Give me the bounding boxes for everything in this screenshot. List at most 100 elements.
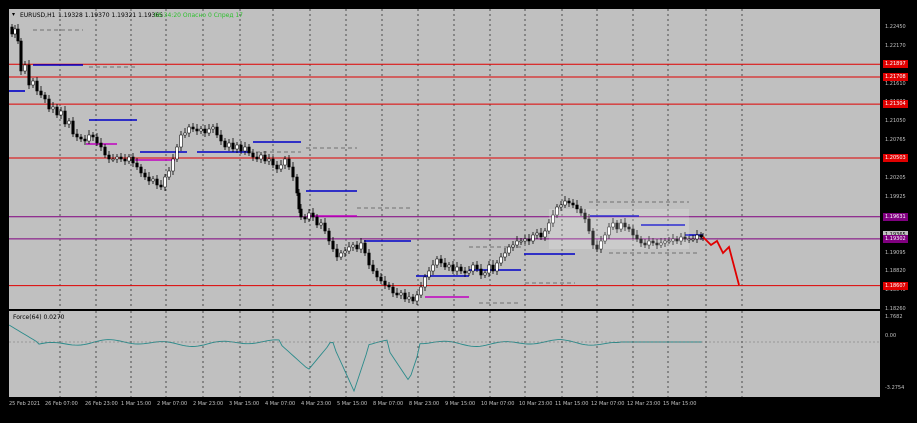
force-index-line xyxy=(9,324,702,393)
candle-body xyxy=(631,228,635,236)
candle-body xyxy=(379,276,383,282)
ohlc-values: 1.19328 1.19370 1.19321 1.19365 xyxy=(58,12,163,19)
candle-body xyxy=(599,240,603,250)
candle-body xyxy=(659,242,663,246)
candle-body xyxy=(555,206,559,216)
candle-body xyxy=(463,270,467,274)
candle-body xyxy=(297,192,301,210)
candle-body xyxy=(539,232,543,238)
candle-body xyxy=(215,126,219,136)
candle-body xyxy=(435,258,439,266)
chart-dropdown-icon[interactable]: ▾ xyxy=(12,11,16,18)
indicator-svg[interactable] xyxy=(9,311,880,397)
candle-body xyxy=(195,128,199,132)
price-axis[interactable]: 1.224501.221701.218901.216101.213301.210… xyxy=(881,9,917,397)
candle-body xyxy=(243,146,247,152)
candle-body xyxy=(395,292,399,296)
candle-body xyxy=(479,268,483,276)
candle-body xyxy=(407,296,411,300)
candle-body xyxy=(399,292,403,296)
time-tick-label: 11 Mar 15:00 xyxy=(555,401,589,407)
price-chart-area[interactable]: ▾ EURUSD,H1 1.19328 1.19370 1.19321 1.19… xyxy=(9,9,880,309)
candle-body xyxy=(543,230,547,238)
time-axis[interactable]: 25 Feb 2021 26 Feb 07:00 26 Feb 23:00 1 Mar… xyxy=(9,397,880,413)
candle-body xyxy=(123,158,127,162)
candle-body xyxy=(315,216,319,226)
price-level-tag: 1.19365 xyxy=(883,230,908,239)
candle-body xyxy=(583,212,587,220)
time-tick-label: 26 Feb 07:00 xyxy=(45,401,78,407)
candle-body xyxy=(439,258,443,264)
candle-body xyxy=(47,98,51,110)
candle-body xyxy=(535,232,539,236)
candle-body xyxy=(671,238,675,242)
candle-body xyxy=(303,216,307,220)
candle-body xyxy=(695,234,699,240)
candle-body xyxy=(79,136,83,140)
highlight-zone xyxy=(549,209,689,249)
candle-body xyxy=(687,238,691,241)
candle-body xyxy=(331,240,335,250)
indicator-subwindow[interactable]: Force(64) 0.0270 xyxy=(9,311,880,397)
candle-body xyxy=(595,244,599,250)
price-level-tag: 1.19302 xyxy=(883,234,908,243)
candle-body xyxy=(139,166,143,174)
time-tick-label: 8 Mar 07:00 xyxy=(373,401,404,407)
candle-body xyxy=(639,238,643,244)
candle-body xyxy=(375,270,379,278)
candle-body xyxy=(679,236,683,242)
candle-body xyxy=(515,240,519,246)
candle-body xyxy=(575,204,579,210)
candle-body xyxy=(615,222,619,230)
candle-body xyxy=(507,246,511,254)
candle-body xyxy=(83,138,87,142)
candle-body xyxy=(207,128,211,134)
candle-body xyxy=(239,144,243,152)
price-chart-svg[interactable] xyxy=(9,9,880,309)
candle-body xyxy=(643,242,647,246)
candle-body xyxy=(59,110,63,116)
candle-body xyxy=(579,208,583,214)
candle-body xyxy=(619,222,623,230)
candle-body xyxy=(459,266,463,272)
candle-body xyxy=(63,110,67,125)
candle-body xyxy=(183,132,187,136)
candle-body xyxy=(343,250,347,254)
candle-body xyxy=(495,262,499,272)
time-tick-label: 4 Mar 23:00 xyxy=(301,401,332,407)
candle-body xyxy=(299,208,303,218)
candle-body xyxy=(363,242,367,254)
candle-body xyxy=(447,264,451,268)
candle-body xyxy=(547,222,551,232)
price-tick-label: 1.19925 xyxy=(885,193,906,200)
price-tick-label: 1.18540 xyxy=(885,287,906,294)
candle-body xyxy=(163,176,167,188)
candle-body xyxy=(55,106,59,116)
candle-body xyxy=(231,142,235,150)
candle-body xyxy=(287,158,291,168)
indicator-tick-label: 1.7682 xyxy=(885,314,903,320)
candle-body xyxy=(503,252,507,258)
candle-body xyxy=(235,144,239,150)
candle-body xyxy=(471,264,475,272)
price-level-tag: 1.19631 xyxy=(883,212,908,221)
candle-body xyxy=(171,158,175,172)
indicator-label: Force(64) 0.0270 xyxy=(13,314,65,321)
candle-body xyxy=(427,270,431,278)
candle-body xyxy=(31,80,35,86)
candle-body xyxy=(283,158,287,166)
candle-body xyxy=(511,244,515,248)
candle-body xyxy=(419,286,423,296)
candle-body xyxy=(587,218,591,232)
time-tick-label: 12 Mar 07:00 xyxy=(591,401,625,407)
candle-body xyxy=(295,176,299,194)
candle-body xyxy=(403,292,407,300)
candle-body xyxy=(13,28,17,35)
candle-body xyxy=(191,126,195,130)
candle-body xyxy=(151,178,155,182)
candle-body xyxy=(519,240,523,243)
candle-body xyxy=(291,166,295,178)
candle-body xyxy=(563,200,567,206)
time-tick-label: 5 Mar 15:00 xyxy=(337,401,368,407)
